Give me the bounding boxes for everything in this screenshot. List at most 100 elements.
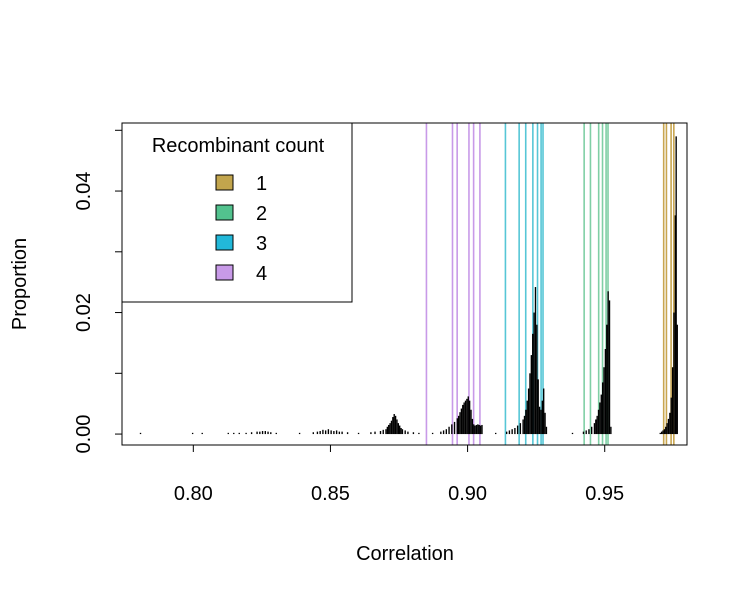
histogram-bar-33 bbox=[385, 429, 387, 435]
histogram-bar-125 bbox=[667, 418, 670, 435]
histogram-bar-122 bbox=[663, 429, 666, 435]
y-axis: 0.00 0.02 0.04 bbox=[73, 129, 123, 454]
histogram-bar-14 bbox=[275, 432, 277, 435]
histogram-bar-15 bbox=[298, 432, 301, 435]
histogram-bar-63 bbox=[464, 400, 467, 435]
histogram-bar-38 bbox=[392, 417, 394, 435]
histogram-bar-75 bbox=[481, 424, 483, 435]
histogram-bar-8 bbox=[256, 431, 258, 435]
histogram-bar-71 bbox=[475, 424, 478, 435]
histogram-bar-28 bbox=[357, 432, 360, 435]
histogram-bar-87 bbox=[527, 388, 530, 435]
y-tick-label-2: 0.02 bbox=[73, 293, 95, 332]
histogram-bar-115 bbox=[606, 324, 608, 435]
legend-label-2: 2 bbox=[256, 203, 267, 225]
histogram-bar-116 bbox=[607, 291, 609, 435]
histogram-bar-129 bbox=[673, 312, 675, 435]
histogram-bar-40 bbox=[394, 415, 397, 435]
histogram-bar-53 bbox=[445, 429, 448, 435]
y-tick-label-4: 0.04 bbox=[73, 172, 95, 211]
histogram-bar-78 bbox=[508, 430, 511, 435]
legend-entry-4: 4 bbox=[215, 263, 267, 285]
histogram-bar-7 bbox=[250, 432, 253, 435]
legend-swatch-3 bbox=[215, 234, 234, 251]
histogram-bar-61 bbox=[462, 404, 464, 435]
histogram-bar-16 bbox=[312, 432, 314, 435]
histogram-bar-107 bbox=[595, 419, 597, 435]
histogram-bar-26 bbox=[341, 431, 343, 435]
histogram-bar-13 bbox=[270, 432, 272, 435]
histogram-bar-99 bbox=[544, 412, 546, 435]
histogram-bar-130 bbox=[674, 215, 677, 435]
histogram-bar-80 bbox=[514, 427, 516, 435]
histogram-bar-50 bbox=[431, 432, 434, 435]
y-tick-label-0: 0.00 bbox=[73, 415, 95, 454]
x-axis: 0.80 0.85 0.90 0.95 bbox=[174, 444, 624, 505]
histogram-bar-5 bbox=[238, 432, 240, 435]
histogram-bar-81 bbox=[516, 425, 519, 435]
legend-entry-2: 2 bbox=[215, 203, 267, 225]
x-axis-label: Correlation bbox=[356, 543, 454, 565]
histogram-bar-88 bbox=[529, 373, 531, 435]
histogram-bar-23 bbox=[333, 431, 335, 435]
histogram-bar-77 bbox=[505, 431, 508, 435]
legend-swatch-1 bbox=[215, 174, 234, 191]
histogram-bar-93 bbox=[536, 324, 538, 435]
y-axis-label: Proportion bbox=[9, 238, 31, 330]
x-tick-label-3: 0.95 bbox=[585, 483, 624, 505]
histogram-bar-98 bbox=[543, 388, 545, 435]
histogram-bar-48 bbox=[412, 432, 415, 435]
histogram-bar-127 bbox=[670, 397, 672, 435]
histogram-bar-70 bbox=[474, 425, 476, 435]
histogram-bar-19 bbox=[322, 429, 324, 435]
histogram-bar-41 bbox=[396, 419, 398, 435]
histogram-bar-105 bbox=[591, 426, 593, 435]
histogram-bar-58 bbox=[457, 415, 460, 435]
histogram-bar-39 bbox=[393, 414, 395, 435]
legend: Recombinant count 1 2 3 4 bbox=[121, 122, 353, 303]
histogram-bar-100 bbox=[545, 426, 548, 435]
histogram-bar-2 bbox=[201, 432, 203, 435]
histogram-bar-117 bbox=[608, 300, 611, 435]
histogram-bar-55 bbox=[451, 424, 453, 435]
histogram-bar-20 bbox=[324, 430, 327, 435]
histogram-bar-44 bbox=[400, 427, 402, 435]
histogram-bar-110 bbox=[599, 402, 601, 435]
histogram-bar-54 bbox=[448, 426, 450, 435]
histogram-bar-90 bbox=[532, 333, 534, 435]
histogram-bar-84 bbox=[523, 415, 526, 435]
histogram-bar-86 bbox=[526, 400, 528, 435]
histogram-bar-35 bbox=[388, 424, 390, 435]
histogram-bar-76 bbox=[495, 432, 497, 435]
histogram-bar-52 bbox=[442, 430, 445, 435]
histogram-bar-18 bbox=[319, 431, 321, 435]
histogram-bar-60 bbox=[460, 408, 463, 435]
histogram-bar-96 bbox=[540, 409, 542, 435]
histogram-bar-91 bbox=[533, 312, 535, 435]
histogram-bar-30 bbox=[374, 431, 376, 435]
histogram-bar-113 bbox=[603, 367, 605, 435]
histogram-bar-85 bbox=[525, 409, 527, 435]
legend-box bbox=[121, 122, 353, 303]
histogram-bar-112 bbox=[601, 382, 604, 435]
histogram-bar-101 bbox=[571, 432, 574, 435]
histogram-bar-62 bbox=[463, 402, 465, 435]
x-tick-label-0: 0.80 bbox=[174, 483, 213, 505]
histogram-bar-111 bbox=[600, 394, 602, 435]
histogram-bar-89 bbox=[530, 355, 533, 435]
histogram-bar-64 bbox=[466, 398, 468, 435]
histogram-bar-56 bbox=[453, 421, 456, 435]
histogram-bar-49 bbox=[418, 432, 420, 435]
histogram-bar-32 bbox=[382, 429, 384, 435]
legend-swatch-2 bbox=[215, 204, 234, 221]
histogram-bar-126 bbox=[669, 412, 671, 435]
histogram-bar-17 bbox=[316, 431, 319, 435]
histogram-bar-51 bbox=[440, 431, 442, 435]
recombinant-vlines bbox=[425, 123, 675, 445]
histogram-bar-46 bbox=[404, 430, 406, 435]
legend-title: Recombinant count bbox=[152, 135, 325, 157]
histogram-bar-102 bbox=[582, 431, 585, 435]
histogram-bar-24 bbox=[335, 430, 338, 435]
histogram-bar-9 bbox=[259, 431, 261, 435]
histogram-bar-66 bbox=[468, 400, 471, 435]
